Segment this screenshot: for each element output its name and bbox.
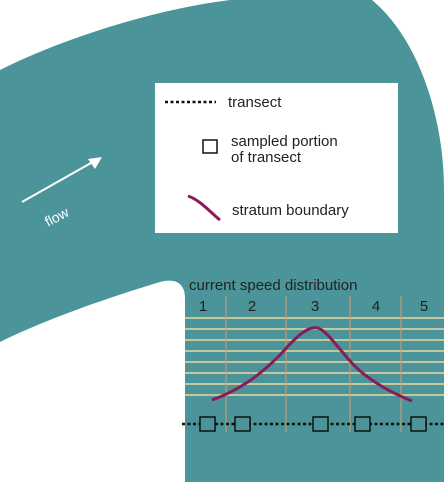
speed-curve <box>211 326 413 403</box>
flow-arrow <box>21 157 102 203</box>
legend-transect: transect <box>228 94 282 111</box>
legend-sample-symbol <box>202 139 218 154</box>
legend-box <box>155 83 398 233</box>
stratum-number: 4 <box>372 298 380 315</box>
sampled-portions <box>199 416 427 432</box>
strata: 1 2 3 4 5 <box>199 298 428 315</box>
stratum-number: 3 <box>311 298 319 315</box>
stratum-number: 2 <box>248 298 256 315</box>
legend-stratum-boundary: stratum boundary <box>232 202 349 219</box>
legend-boundary-symbol <box>187 194 221 222</box>
distribution-title: current speed distribution <box>189 277 357 294</box>
legend-sampled: of transect <box>231 149 302 166</box>
stratum-number: 5 <box>420 298 428 315</box>
stratum-number: 1 <box>199 298 207 315</box>
legend-sampled: sampled portion <box>231 133 338 150</box>
stratum-dividers <box>225 296 402 432</box>
